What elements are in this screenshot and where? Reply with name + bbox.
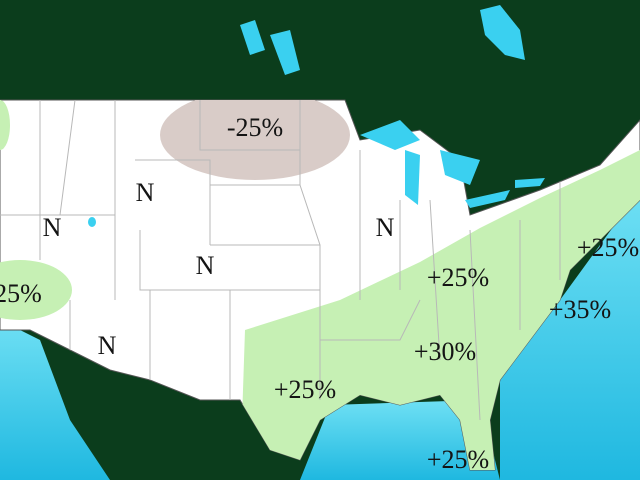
region-label: N	[136, 178, 155, 207]
wet-region	[0, 100, 10, 150]
labels: -25% N N N N N 25% +25% +25% +35% +30% +25% +25%	[0, 113, 639, 474]
dry-region	[160, 100, 350, 180]
wet-region	[0, 260, 72, 320]
lake-huron	[440, 150, 480, 185]
atlantic	[500, 190, 640, 480]
region-label: N	[43, 213, 62, 242]
region-label: N	[196, 251, 215, 280]
region-label: -25%	[227, 113, 283, 142]
region-label: N	[98, 331, 117, 360]
state-lines	[0, 100, 561, 421]
lake-erie	[465, 190, 510, 208]
region-label: +30%	[414, 337, 476, 366]
lake	[270, 30, 300, 75]
region-label: +25%	[577, 233, 639, 262]
lake	[240, 20, 265, 55]
region-label: +25%	[274, 375, 336, 404]
lake-ontario	[515, 178, 545, 188]
region-label: +25%	[427, 445, 489, 474]
region-label: +25%	[427, 263, 489, 292]
region-label: +35%	[549, 295, 611, 324]
hudson-bay	[480, 5, 525, 60]
region-label: N	[376, 213, 395, 242]
lake-michigan	[405, 150, 420, 205]
lake-superior	[360, 120, 420, 150]
region-label: 25%	[0, 279, 42, 308]
gulf	[300, 400, 500, 480]
salt-lake	[88, 217, 96, 227]
pacific	[0, 320, 110, 480]
